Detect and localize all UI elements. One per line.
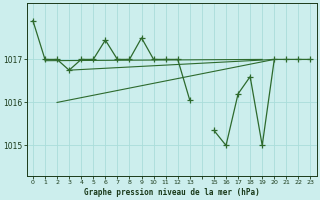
X-axis label: Graphe pression niveau de la mer (hPa): Graphe pression niveau de la mer (hPa) [84,188,260,197]
